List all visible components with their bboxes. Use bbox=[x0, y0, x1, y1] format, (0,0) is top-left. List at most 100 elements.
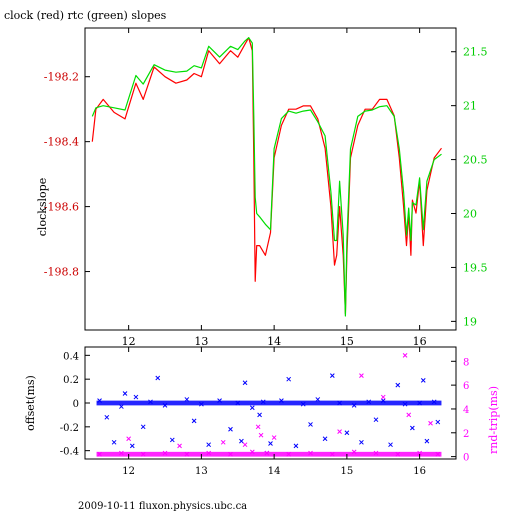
top-axes-layer: 12 13 14 15 16 -198.2 -198.4 -198.6 -198.8 21.5 21… bbox=[44, 28, 488, 348]
data-point-offset bbox=[169, 437, 175, 443]
top-y-tick-label: -198.6 bbox=[44, 201, 79, 214]
bottom-y-axis-label: offset(ms) bbox=[24, 375, 37, 431]
top-y-right-tick-label: 20 bbox=[463, 208, 477, 221]
data-point-stroke bbox=[104, 414, 110, 420]
top-x-tick-label: 13 bbox=[194, 335, 208, 348]
data-point-stroke bbox=[242, 380, 248, 386]
bottom-y-tick-label: -0.2 bbox=[60, 423, 79, 434]
data-point-rnd-trip bbox=[271, 435, 277, 440]
data-point-rnd-trip bbox=[428, 420, 433, 426]
data-point-stroke bbox=[420, 378, 426, 383]
bottom-x-tick-label: 14 bbox=[268, 466, 281, 477]
top-y-right-tick-label: 19.5 bbox=[463, 261, 488, 274]
data-point-stroke bbox=[155, 375, 161, 381]
data-point-offset bbox=[435, 419, 441, 425]
series-line-rtc bbox=[91, 37, 442, 317]
bottom-x-tick-label: 13 bbox=[195, 466, 208, 477]
data-point-stroke bbox=[258, 432, 264, 438]
data-point-stroke bbox=[308, 422, 313, 427]
top-x-tick-label: 12 bbox=[122, 335, 136, 348]
data-point-rnd-trip bbox=[242, 442, 248, 448]
data-point-offset bbox=[329, 373, 335, 378]
data-point-stroke bbox=[239, 438, 244, 444]
data-point-stroke bbox=[359, 373, 364, 378]
data-point-stroke bbox=[111, 439, 117, 445]
bottom-panel: 12 13 14 15 16 0.4 0.2 0 -0.2 -0.4 8 6 4 2 0 offset(ms… bbox=[24, 346, 500, 477]
data-point-stroke bbox=[257, 412, 262, 418]
data-point-rnd-trip bbox=[380, 394, 386, 400]
data-point-stroke bbox=[373, 417, 379, 423]
data-point-offset bbox=[409, 425, 415, 431]
data-point-offset bbox=[373, 417, 379, 423]
data-point-offset bbox=[206, 442, 212, 448]
data-point-offset bbox=[122, 391, 128, 396]
data-point-stroke bbox=[380, 394, 386, 400]
data-point-stroke bbox=[337, 429, 342, 434]
data-point-rnd-trip bbox=[126, 436, 132, 442]
bottom-axes-layer: 12 13 14 15 16 0.4 0.2 0 -0.2 -0.4 8 6 4 2 0 bbox=[60, 347, 469, 477]
data-point-offset bbox=[308, 422, 313, 427]
bottom-y-right-tick-label: 2 bbox=[463, 429, 469, 440]
data-point-offset bbox=[239, 438, 244, 444]
data-point-rnd-trip bbox=[402, 352, 408, 358]
data-point-offset bbox=[155, 375, 161, 381]
bottom-y-tick-label: 0 bbox=[73, 399, 79, 410]
data-point-offset bbox=[104, 414, 110, 420]
data-point-stroke bbox=[133, 394, 139, 400]
data-point-offset bbox=[293, 443, 299, 449]
top-y-axis-label: clockslope bbox=[36, 178, 49, 236]
data-point-stroke bbox=[395, 382, 401, 388]
data-point-stroke bbox=[268, 441, 273, 446]
data-point-rnd-trip bbox=[359, 373, 364, 378]
data-point-stroke bbox=[122, 391, 128, 396]
data-point-rnd-trip bbox=[220, 439, 226, 445]
data-point-stroke bbox=[435, 419, 441, 425]
data-point-stroke bbox=[126, 436, 132, 442]
data-point-offset bbox=[322, 436, 328, 442]
data-point-offset bbox=[344, 430, 350, 436]
top-x-tick-label: 14 bbox=[267, 335, 281, 348]
data-point-rnd-trip bbox=[406, 412, 412, 418]
data-point-offset bbox=[129, 443, 135, 449]
bottom-series-layer bbox=[96, 352, 442, 457]
data-point-stroke bbox=[359, 439, 364, 445]
top-y-right-tick-label: 21.5 bbox=[463, 46, 488, 59]
data-point-stroke bbox=[228, 426, 233, 432]
data-point-stroke bbox=[409, 425, 415, 431]
data-point-stroke bbox=[255, 424, 261, 430]
bottom-y-right-tick-label: 4 bbox=[463, 405, 469, 416]
data-point-stroke bbox=[322, 436, 328, 442]
data-point-offset bbox=[133, 394, 139, 400]
data-point-stroke bbox=[177, 443, 182, 449]
data-point-offset bbox=[111, 439, 117, 445]
bottom-y-right-tick-label: 8 bbox=[463, 357, 469, 368]
data-point-stroke bbox=[140, 424, 146, 430]
bottom-x-tick-label: 16 bbox=[413, 466, 426, 477]
data-point-offset bbox=[420, 378, 426, 383]
data-point-offset bbox=[249, 405, 255, 411]
data-point-offset bbox=[395, 382, 401, 388]
top-panel-frame bbox=[84, 27, 457, 331]
top-y-tick-label: -198.2 bbox=[44, 71, 79, 84]
data-point-offset bbox=[257, 412, 262, 418]
data-point-rnd-trip bbox=[258, 432, 264, 438]
top-panel: 12 13 14 15 16 -198.2 -198.4 -198.6 -198.8 21.5 21… bbox=[36, 27, 488, 348]
data-point-rnd-trip bbox=[337, 429, 342, 434]
data-point-offset bbox=[424, 438, 430, 444]
bottom-x-tick-label: 15 bbox=[341, 466, 354, 477]
top-y-tick-label: -198.4 bbox=[44, 136, 79, 149]
data-point-stroke bbox=[293, 443, 299, 449]
rndtrip-dense-band bbox=[96, 451, 442, 457]
data-point-offset bbox=[359, 439, 364, 445]
bottom-y-right-tick-label: 6 bbox=[463, 381, 469, 392]
data-point-stroke bbox=[249, 405, 255, 411]
data-point-offset bbox=[268, 441, 273, 446]
top-series-layer bbox=[91, 37, 442, 317]
top-x-tick-label: 15 bbox=[340, 335, 354, 348]
data-point-stroke bbox=[428, 420, 433, 426]
data-point-offset bbox=[286, 376, 292, 382]
top-y-tick-label: -198.8 bbox=[44, 266, 79, 279]
data-point-stroke bbox=[206, 442, 212, 448]
bottom-y-tick-label: 0.2 bbox=[63, 375, 79, 386]
